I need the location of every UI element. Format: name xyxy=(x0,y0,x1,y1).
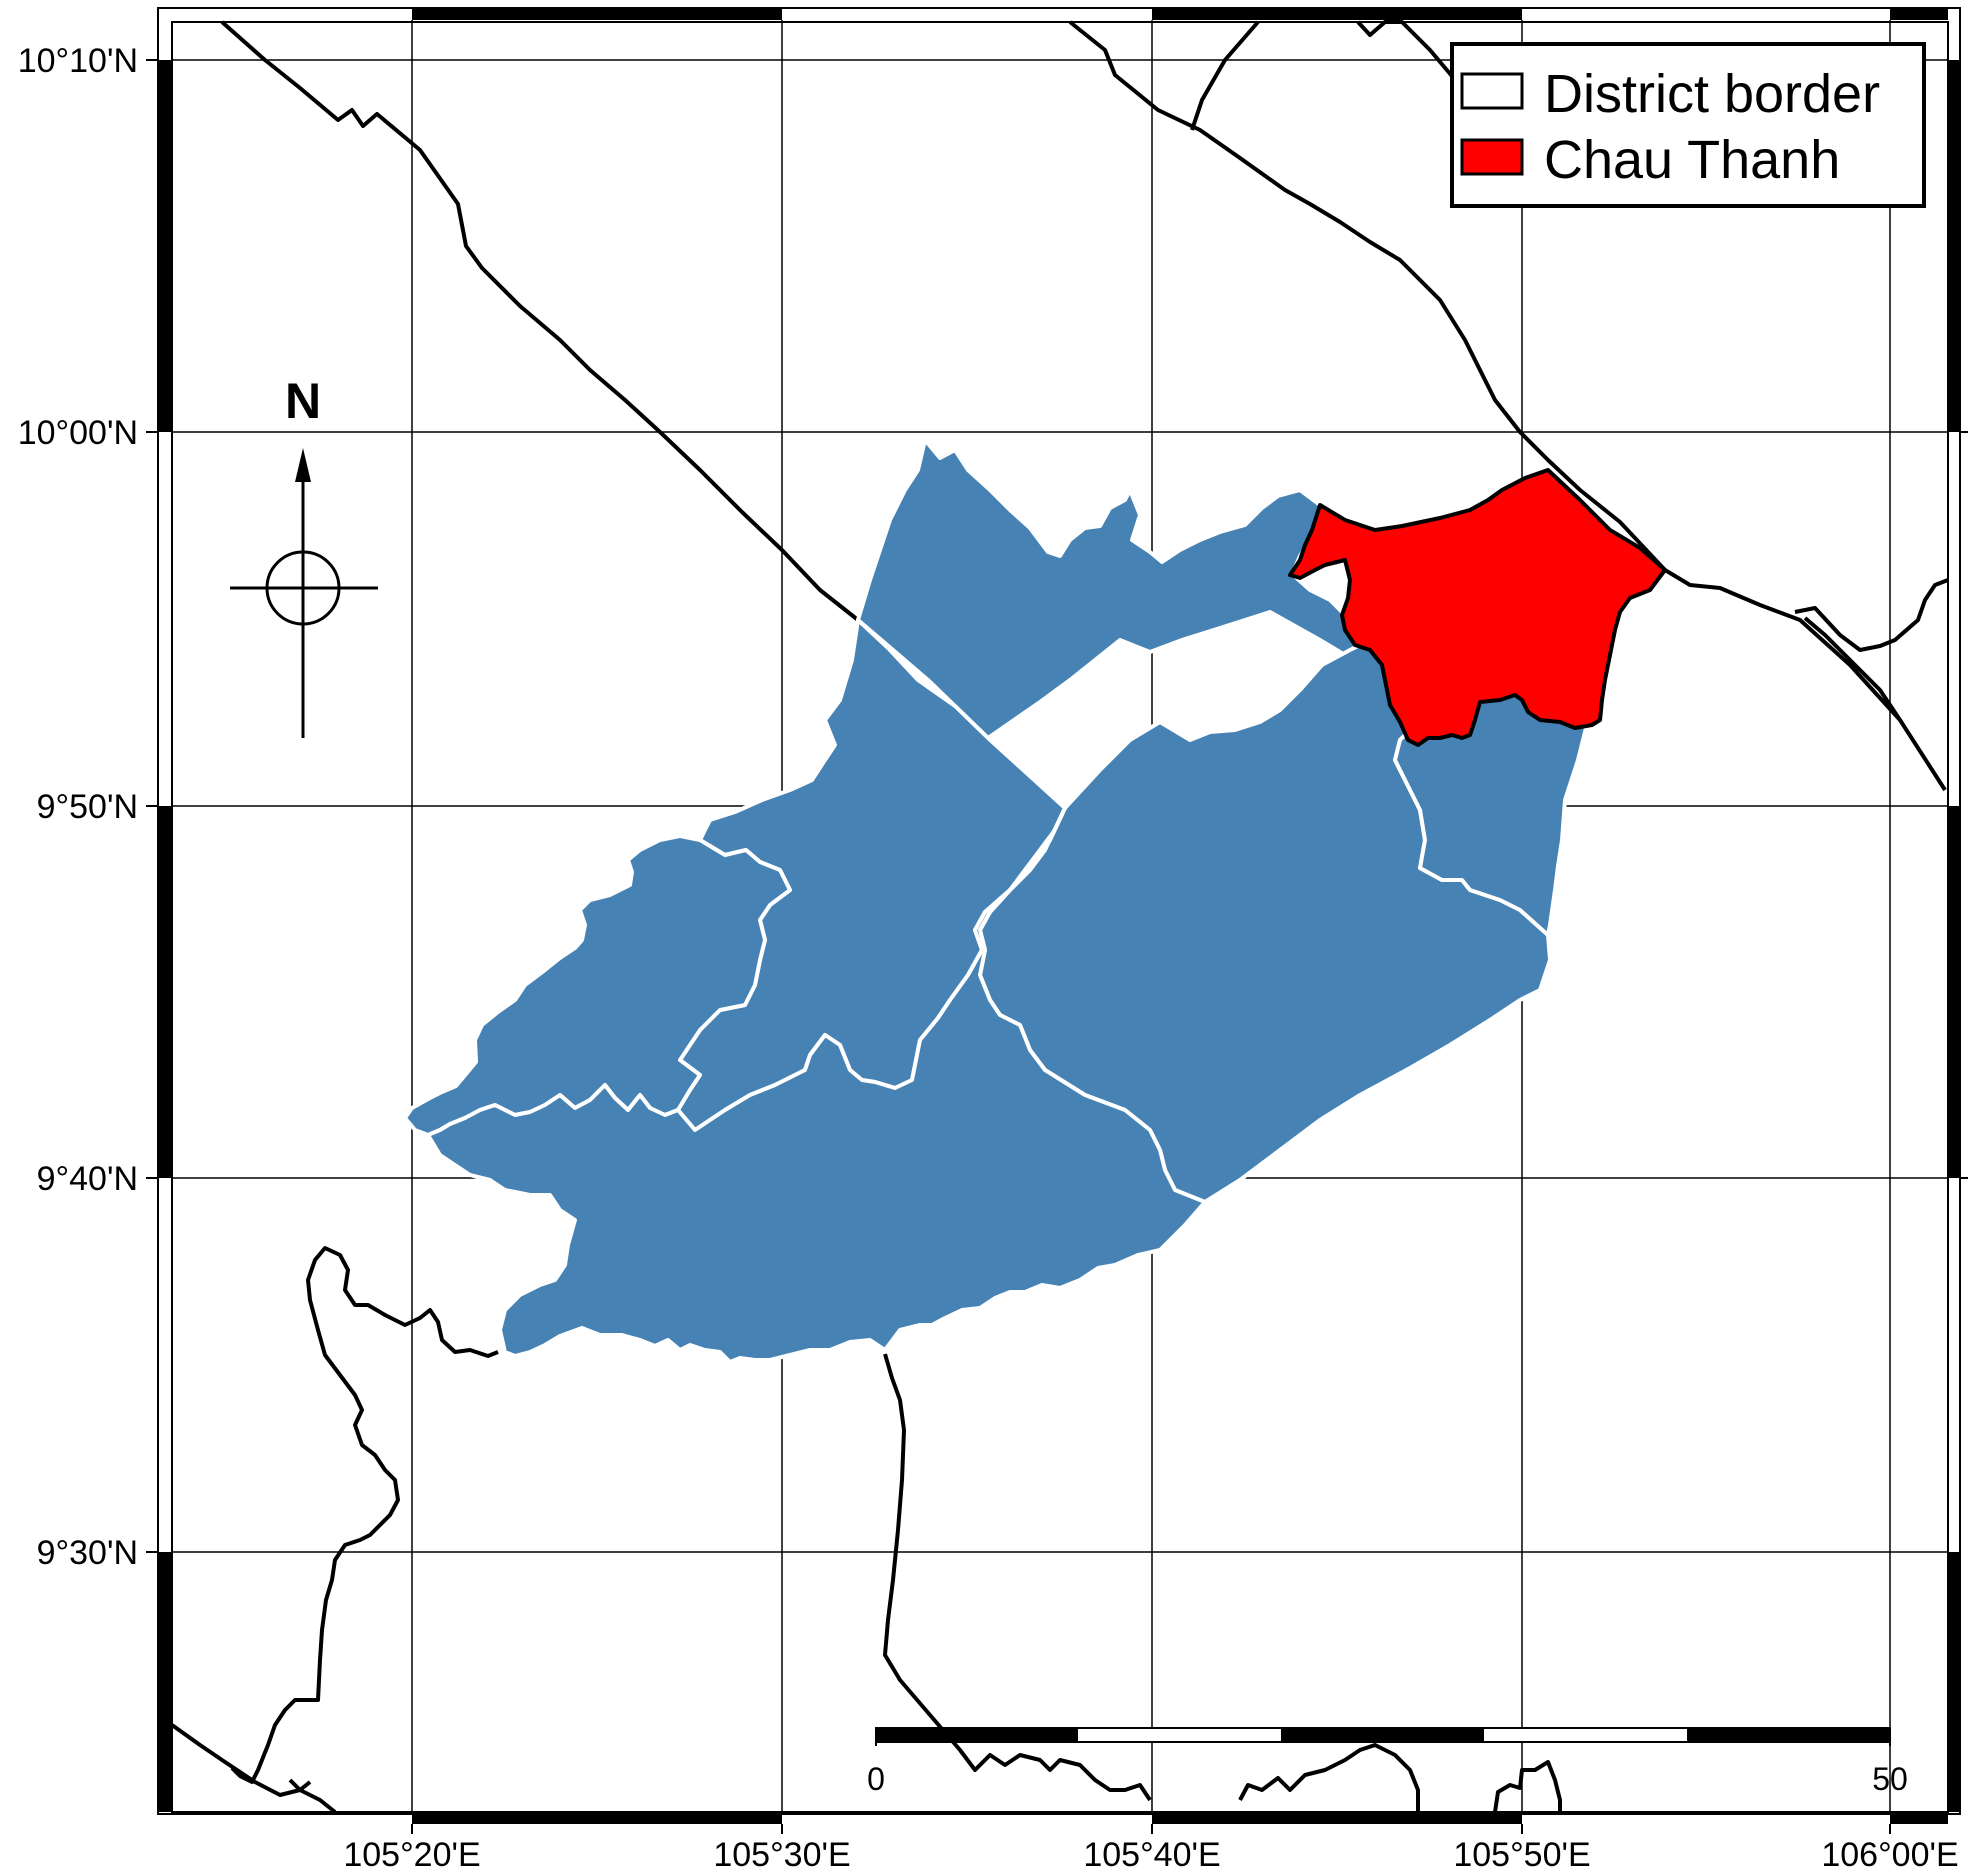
longitude-label: 105°30'E xyxy=(713,1836,850,1869)
district-polygon xyxy=(426,806,1207,1364)
frame-bar xyxy=(1890,1812,1948,1824)
border-line-south-center xyxy=(883,1353,1152,1802)
border-line-southwest-3 xyxy=(288,1778,312,1792)
chau-thanh-district xyxy=(1288,468,1667,747)
compass-circle-icon xyxy=(265,550,341,626)
legend-label-district-border: District border xyxy=(1544,64,1880,124)
north-arrow: N xyxy=(230,373,378,738)
latitude-label: 10°10'N xyxy=(18,42,138,80)
legend-box xyxy=(1450,42,1926,208)
longitude-label: 106°00'E xyxy=(1821,1836,1958,1869)
border-line-north-1 xyxy=(1068,20,1667,572)
latitude-label: 10°00'N xyxy=(18,414,138,452)
legend-swatch-district-border xyxy=(1460,72,1524,110)
frame-bar xyxy=(158,60,172,432)
border-line-south-east xyxy=(1238,1743,1420,1812)
scale-bar-segment xyxy=(1281,1728,1484,1742)
frame-bar xyxy=(412,8,782,20)
frame-bar xyxy=(1152,8,1522,20)
border-line-south-east-2 xyxy=(1493,1760,1562,1813)
border-line-east-2 xyxy=(1794,578,1949,652)
frame-bar xyxy=(1948,1552,1960,1812)
district-polygon xyxy=(856,438,1372,740)
legend-swatch-chau-thanh xyxy=(1460,138,1524,176)
latitude-label: 9°30'N xyxy=(37,1534,138,1572)
frame-bar xyxy=(1152,1812,1522,1824)
longitude-label: 105°20'E xyxy=(343,1836,480,1869)
north-arrow-head-icon xyxy=(295,448,311,482)
border-line-northwest xyxy=(220,20,860,622)
frame-bar xyxy=(1948,806,1960,1178)
longitude-label: 105°50'E xyxy=(1453,1836,1590,1869)
border-line-southwest xyxy=(230,1246,499,1784)
latitude-labels: 10°10'N 10°00'N 9°50'N 9°40'N 9°30'N xyxy=(18,42,138,1572)
latitude-label: 9°50'N xyxy=(37,788,138,826)
border-line-southwest-2 xyxy=(170,1723,337,1814)
district-border-lines xyxy=(170,20,1949,1814)
frame-bar xyxy=(1890,8,1948,20)
frame-bar xyxy=(1948,60,1960,432)
frame-bar xyxy=(158,1552,172,1812)
border-line-north-2 xyxy=(1190,20,1260,131)
scale-bar-segment xyxy=(1687,1728,1890,1742)
frame-bar xyxy=(158,806,172,1178)
border-line-east-3 xyxy=(1803,616,1902,722)
longitude-label: 105°40'E xyxy=(1083,1836,1220,1869)
frame-bar xyxy=(412,1812,782,1824)
latitude-label: 9°40'N xyxy=(37,1160,138,1198)
scale-bar-start-label: 0 xyxy=(867,1761,885,1797)
longitude-labels: 105°20'E 105°30'E 105°40'E 105°50'E 106°… xyxy=(343,1836,1958,1869)
scale-bar: 0 50 xyxy=(867,1727,1908,1797)
scale-bar-segment xyxy=(876,1728,1078,1742)
province-districts xyxy=(403,438,1604,1364)
north-arrow-label: N xyxy=(285,373,321,429)
legend: District border Chau Thanh xyxy=(1450,42,1926,208)
scale-bar-end-label: 50 xyxy=(1872,1761,1908,1797)
map-frame xyxy=(146,7,1968,1834)
legend-label-chau-thanh: Chau Thanh xyxy=(1544,130,1840,190)
